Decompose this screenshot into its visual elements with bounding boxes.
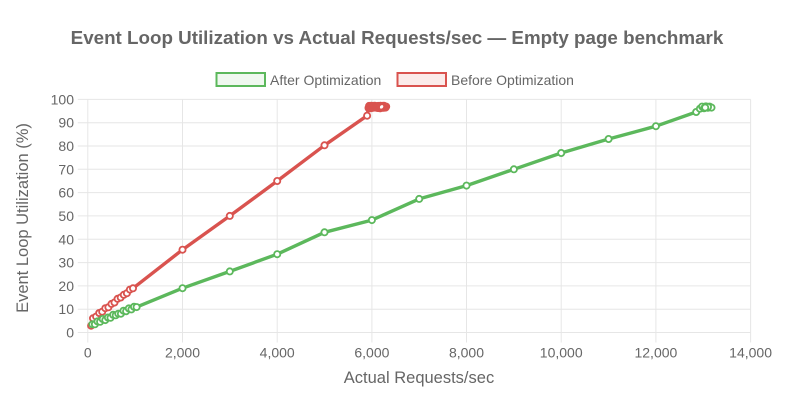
- svg-text:After Optimization: After Optimization: [270, 72, 381, 88]
- svg-text:60: 60: [58, 185, 74, 201]
- svg-text:10: 10: [58, 301, 74, 317]
- svg-text:8,000: 8,000: [449, 345, 484, 361]
- svg-text:Event Loop Utilization vs Actu: Event Loop Utilization vs Actual Request…: [71, 27, 724, 48]
- svg-text:14,000: 14,000: [729, 345, 772, 361]
- svg-text:2,000: 2,000: [165, 345, 200, 361]
- svg-text:90: 90: [58, 115, 74, 131]
- svg-text:30: 30: [58, 255, 74, 271]
- svg-text:10,000: 10,000: [540, 345, 583, 361]
- svg-text:Actual Requests/sec: Actual Requests/sec: [344, 369, 494, 387]
- svg-text:Event Loop Utilization (%): Event Loop Utilization (%): [14, 123, 32, 313]
- svg-text:6,000: 6,000: [354, 345, 389, 361]
- svg-text:80: 80: [58, 138, 74, 154]
- svg-text:Before Optimization: Before Optimization: [451, 72, 574, 88]
- svg-text:40: 40: [58, 231, 74, 247]
- svg-text:70: 70: [58, 161, 74, 177]
- svg-text:4,000: 4,000: [260, 345, 295, 361]
- svg-text:100: 100: [51, 91, 75, 107]
- svg-text:0: 0: [66, 325, 74, 341]
- svg-text:20: 20: [58, 278, 74, 294]
- svg-text:12,000: 12,000: [634, 345, 677, 361]
- svg-text:50: 50: [58, 208, 74, 224]
- svg-text:0: 0: [84, 345, 92, 361]
